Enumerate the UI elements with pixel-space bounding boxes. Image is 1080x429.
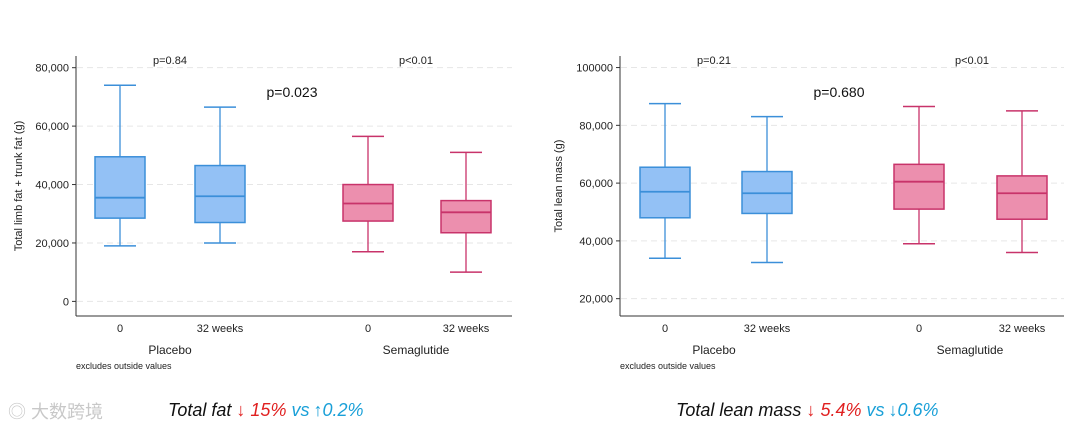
x-tick-label: 32 weeks <box>443 323 490 335</box>
chart-note: excludes outside values <box>620 361 716 371</box>
summary-total-lean-mass: Total lean mass ↓ 5.4% vs ↓0.6% <box>676 400 939 421</box>
x-tick-label: 0 <box>117 323 123 335</box>
group-p-value: p=0.84 <box>153 55 187 67</box>
y-tick-label: 40,000 <box>35 180 69 192</box>
group-p-value: p<0.01 <box>399 55 433 67</box>
summary-placebo-change: 0.6% <box>897 400 939 420</box>
summary-sema-change: 5.4% <box>820 400 862 420</box>
x-tick-label: 0 <box>662 323 668 335</box>
watermark-text: 大数跨境 <box>31 402 104 422</box>
x-tick-label: 0 <box>365 323 371 335</box>
box-iqr <box>996 175 1048 220</box>
box-iqr <box>94 156 146 219</box>
summary-arrow-down-2: ↓ <box>888 400 898 420</box>
group-p-value: p=0.21 <box>697 55 731 67</box>
watermark: ◎ 大数跨境 <box>8 398 103 424</box>
box-iqr <box>194 164 246 224</box>
group-label: Placebo <box>692 343 736 357</box>
y-axis-title: Total lean mass (g) <box>553 140 565 233</box>
summary-total-fat: Total fat ↓ 15% vs ↑0.2% <box>168 400 364 421</box>
y-tick-label: 60,000 <box>35 121 69 133</box>
box-iqr <box>893 163 945 210</box>
watermark-logo-icon: ◎ <box>8 402 26 422</box>
group-label: Semaglutide <box>383 343 450 357</box>
y-tick-label: 20,000 <box>579 294 613 306</box>
summary-placebo-change: 0.2% <box>322 400 364 420</box>
summary-metric: Total fat <box>168 400 232 420</box>
y-tick-label: 40,000 <box>579 236 613 248</box>
summary-arrow-down: ↓ <box>236 400 246 420</box>
summary-sema-change: 15% <box>250 400 287 420</box>
x-tick-label: 32 weeks <box>197 323 244 335</box>
y-tick-label: 60,000 <box>579 178 613 190</box>
summary-arrow-down: ↓ <box>806 400 816 420</box>
y-tick-label: 80,000 <box>35 63 69 75</box>
y-tick-label: 100000 <box>576 63 613 75</box>
summary-metric: Total lean mass <box>676 400 802 420</box>
between-groups-p-value: p=0.023 <box>267 84 318 100</box>
x-tick-label: 32 weeks <box>744 323 791 335</box>
group-p-value: p<0.01 <box>955 55 989 67</box>
group-label: Semaglutide <box>937 343 1004 357</box>
summary-vs: vs <box>866 400 885 420</box>
y-tick-label: 80,000 <box>579 120 613 132</box>
x-tick-label: 32 weeks <box>999 323 1046 335</box>
y-tick-label: 20,000 <box>35 238 69 250</box>
between-groups-p-value: p=0.680 <box>814 84 865 100</box>
group-label: Placebo <box>148 343 192 357</box>
chart-note: excludes outside values <box>76 361 172 371</box>
summary-arrow-up: ↑ <box>313 400 323 420</box>
summary-vs: vs <box>291 400 310 420</box>
charts-canvas: 0 20,000 40,000 60,000 80,000 Total limb fat … <box>13 55 1064 371</box>
box-iqr <box>440 199 492 234</box>
y-axis-title: Total limb fat + trunk fat (g) <box>13 121 25 252</box>
y-tick-label: 0 <box>63 296 69 308</box>
x-tick-label: 0 <box>916 323 922 335</box>
